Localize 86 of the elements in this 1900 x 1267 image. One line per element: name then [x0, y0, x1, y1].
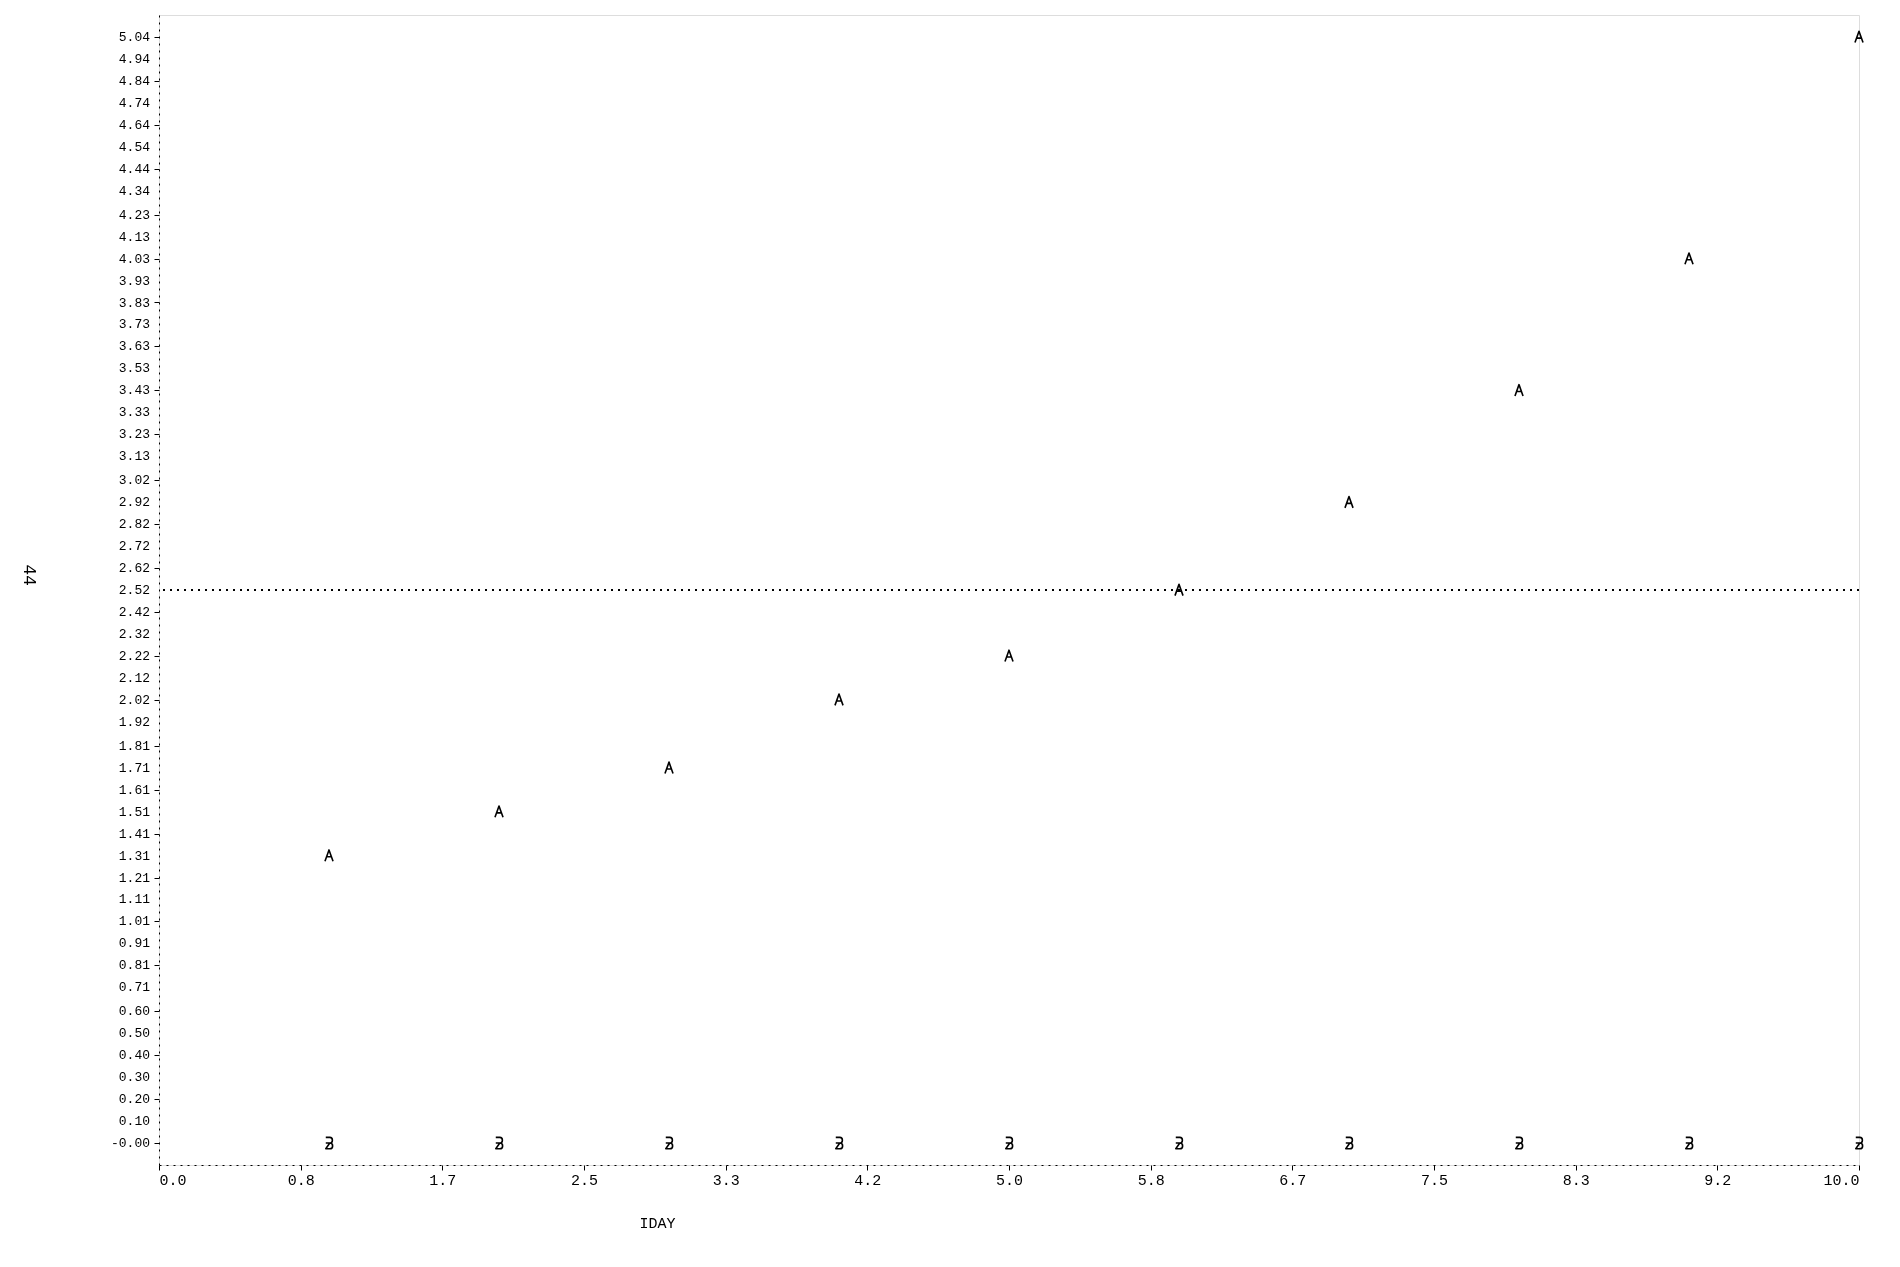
y-tick-label: 2.32 [118, 626, 150, 642]
y-tick-label: 0.81 [118, 958, 151, 974]
y-tick-label: 1.01 [118, 914, 151, 930]
x-tick-label: 4.2 [854, 1172, 882, 1190]
y-tick-label: 0.30 [118, 1070, 150, 1086]
y-tick-label: 3.73 [118, 317, 150, 333]
point [1344, 1136, 1354, 1150]
x-tick-label: 7.5 [1420, 1172, 1449, 1190]
y-tick-label: 3.83 [118, 295, 150, 311]
x-tick-label: 9.2 [1704, 1172, 1732, 1190]
y-tick-label: 0.50 [118, 1026, 150, 1042]
y-tick-label: 2.92 [118, 495, 150, 511]
point [1174, 583, 1184, 597]
y-tick-label: 3.93 [118, 273, 150, 289]
y-tick-label: 4.13 [118, 229, 150, 245]
y-tick-label: 0.20 [118, 1092, 150, 1108]
y-tick-label: 2.52 [118, 583, 150, 598]
y-tick-label: 1.31 [118, 848, 151, 864]
y-tick-label: 0.71 [118, 980, 151, 996]
y-tick-label: 1.71 [118, 760, 151, 776]
x-tick-label: 6.7 [1279, 1172, 1307, 1190]
y-tick-label: 2.82 [118, 517, 150, 533]
y-tick-label: 3.13 [118, 449, 150, 465]
point [834, 693, 844, 707]
point [324, 849, 334, 862]
point [1854, 1136, 1864, 1150]
y-tick-label: 3.02 [118, 473, 150, 489]
point [1004, 649, 1014, 663]
y-tick-label: -0.00 [110, 1136, 150, 1152]
point [324, 1136, 334, 1150]
y-tick-label: 4.54 [118, 139, 151, 155]
y-tick-label: 1.11 [118, 892, 151, 908]
y-tick-label: 0.10 [118, 1114, 150, 1130]
x-tick-label: 10.0 [1823, 1172, 1860, 1190]
point [1684, 252, 1694, 266]
x-tick-label: 3.3 [712, 1172, 740, 1190]
y-tick-label: 2.22 [118, 648, 150, 664]
x-tick-label: 0.0 [159, 1172, 187, 1190]
y-tick-label: 3.63 [118, 339, 150, 355]
point [1514, 1136, 1524, 1150]
y-tick-label: 3.23 [118, 427, 150, 443]
y-tick-label: 2.12 [118, 670, 150, 686]
point [1684, 1136, 1694, 1150]
y-tick-label: 4.34 [118, 183, 151, 199]
x-tick-label: 0.8 [287, 1172, 315, 1190]
y-tick-label: 4.84 [118, 73, 151, 89]
y-tick-label: 3.33 [118, 405, 150, 421]
point [1174, 1136, 1184, 1150]
y-tick-label: 0.60 [118, 1004, 150, 1020]
point [834, 1136, 844, 1150]
point [664, 1136, 674, 1150]
y-tick-label: 2.62 [118, 561, 150, 577]
text: 44 [19, 564, 39, 586]
x-tick-label: 5.8 [1137, 1172, 1165, 1190]
point [1344, 495, 1354, 509]
x-tick-label: 8.3 [1562, 1172, 1590, 1190]
y-tick-label: 5.04 [118, 29, 151, 45]
y-tick-label: 2.72 [118, 539, 150, 555]
point [1854, 30, 1864, 44]
x-tick-label: 1.7 [429, 1172, 457, 1190]
y-tick-label: 1.21 [118, 870, 151, 886]
y-tick-label: 1.41 [118, 826, 151, 842]
point [494, 805, 504, 819]
y-tick-label: 4.74 [118, 95, 151, 111]
y-tick-label: 1.81 [118, 738, 151, 754]
y-tick-label: 0.91 [118, 936, 151, 952]
y-tick-label: 0.40 [118, 1048, 150, 1064]
y-tick-label: 4.64 [118, 117, 151, 133]
y-tick-label: 4.44 [118, 161, 151, 177]
y-tick-label: 2.02 [118, 692, 150, 708]
x-tick-label: 2.5 [570, 1172, 599, 1190]
point [664, 761, 674, 775]
y-tick-label: 1.92 [118, 714, 150, 730]
y-tick-label: 4.23 [118, 207, 150, 223]
y-tick-label: 4.94 [118, 51, 151, 67]
y-tick-label: 3.53 [118, 361, 150, 377]
x-axis-title: IDAY [639, 1215, 676, 1233]
x-tick-label: 5.0 [995, 1172, 1024, 1190]
point [1514, 383, 1524, 397]
y-tick-label: 3.43 [118, 383, 150, 399]
y-tick-label: 1.51 [118, 804, 151, 820]
y-tick-label: 4.03 [118, 251, 150, 267]
y-tick-label: 2.42 [118, 604, 150, 620]
point [1004, 1136, 1014, 1150]
point [494, 1136, 504, 1150]
y-tick-label: 1.61 [118, 782, 151, 798]
